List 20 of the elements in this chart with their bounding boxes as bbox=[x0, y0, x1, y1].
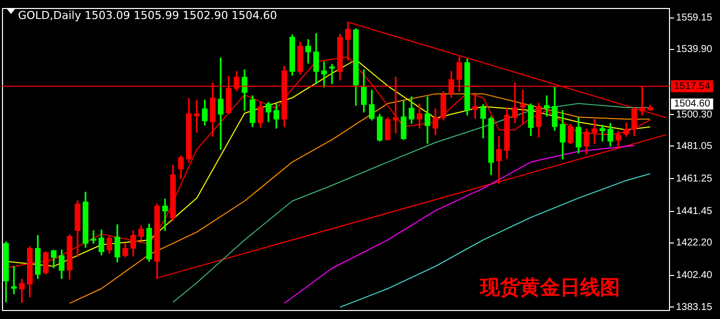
candlestick bbox=[592, 119, 598, 144]
y-tick-label: 1461.25 bbox=[676, 173, 713, 184]
y-tick-label: 1539.90 bbox=[676, 44, 713, 56]
y-tick-label: 1383.15 bbox=[676, 302, 713, 313]
candlestick bbox=[90, 230, 96, 244]
y-tick-label: 1422.20 bbox=[676, 238, 713, 249]
text: 1504.60 bbox=[674, 98, 711, 110]
y-tick-label: 1441.45 bbox=[676, 206, 713, 218]
y-tick-label: 1559.15 bbox=[676, 12, 713, 24]
y-tick-label: 1481.05 bbox=[676, 140, 713, 152]
annotation: 现货黄金日线图 bbox=[479, 275, 620, 300]
candlestick bbox=[162, 198, 168, 231]
candlestick bbox=[321, 61, 327, 88]
candlestick bbox=[416, 104, 422, 129]
chart-title: GOLD,Daily 1503.09 1505.99 1502.90 1504.60 bbox=[18, 8, 278, 22]
y-tick-label: 1500.30 bbox=[676, 109, 713, 120]
candlestick bbox=[329, 64, 335, 84]
ref-line-label: 1517.54 bbox=[674, 80, 711, 92]
candlestick bbox=[11, 266, 17, 294]
y-tick-label: 1402.40 bbox=[676, 270, 713, 282]
